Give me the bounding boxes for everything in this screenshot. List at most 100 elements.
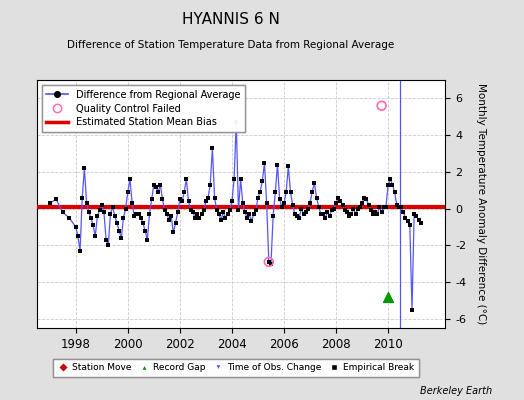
Point xyxy=(97,202,106,208)
Point xyxy=(263,200,271,206)
Point xyxy=(341,207,349,214)
Point xyxy=(243,214,252,221)
Point xyxy=(384,182,392,188)
Point xyxy=(410,211,418,217)
Point xyxy=(104,242,113,248)
Point xyxy=(330,205,338,212)
Point xyxy=(278,204,286,210)
Point xyxy=(271,189,279,195)
Point xyxy=(132,211,140,217)
Point xyxy=(375,204,384,210)
Point xyxy=(232,119,241,126)
Point xyxy=(147,196,156,203)
Point xyxy=(169,229,178,236)
Point xyxy=(382,204,390,210)
Point xyxy=(358,200,366,206)
Point xyxy=(369,211,377,217)
Point xyxy=(117,235,125,241)
Point xyxy=(286,189,294,195)
Point xyxy=(108,204,117,210)
Point xyxy=(245,211,254,217)
Point xyxy=(323,209,332,216)
Point xyxy=(260,160,269,166)
Point xyxy=(167,213,176,219)
Point xyxy=(282,189,290,195)
Y-axis label: Monthly Temperature Anomaly Difference (°C): Monthly Temperature Anomaly Difference (… xyxy=(476,83,486,325)
Point xyxy=(412,213,421,219)
Point xyxy=(223,211,232,217)
Point xyxy=(100,209,108,216)
Point xyxy=(193,211,201,217)
Point xyxy=(82,200,91,206)
Point xyxy=(225,207,234,214)
Point xyxy=(76,248,84,254)
Point xyxy=(228,198,236,204)
Point xyxy=(176,196,184,203)
Point xyxy=(395,204,403,210)
Point xyxy=(267,260,275,267)
Point xyxy=(215,211,223,217)
Point xyxy=(360,194,368,201)
Point xyxy=(293,213,301,219)
Point xyxy=(78,194,86,201)
Point xyxy=(316,211,325,217)
Point xyxy=(141,228,149,234)
Point xyxy=(334,194,342,201)
Point xyxy=(219,209,227,216)
Point xyxy=(406,222,414,228)
Point xyxy=(319,211,327,217)
Point xyxy=(299,211,308,217)
Point xyxy=(139,220,147,226)
Text: Difference of Station Temperature Data from Regional Average: Difference of Station Temperature Data f… xyxy=(67,40,394,50)
Point xyxy=(184,198,193,204)
Point xyxy=(113,220,121,226)
Point xyxy=(210,194,219,201)
Point xyxy=(265,259,273,265)
Point xyxy=(356,204,364,210)
Point xyxy=(171,220,180,226)
Point xyxy=(328,207,336,214)
Point xyxy=(306,200,314,206)
Point xyxy=(65,214,73,221)
Point xyxy=(347,211,355,217)
Point xyxy=(204,194,212,201)
Point xyxy=(119,214,128,221)
Point xyxy=(414,216,423,223)
Point xyxy=(52,196,60,203)
Point xyxy=(386,176,395,182)
Point xyxy=(158,196,167,203)
Point xyxy=(137,214,145,221)
Point xyxy=(304,205,312,212)
Point xyxy=(124,189,132,195)
Point xyxy=(84,209,93,216)
Point xyxy=(213,207,221,214)
Point xyxy=(349,205,357,212)
Point xyxy=(274,161,282,168)
Point xyxy=(135,211,143,217)
Point xyxy=(390,189,399,195)
Point xyxy=(200,207,208,214)
Point xyxy=(377,102,386,109)
Point xyxy=(254,194,262,201)
Point xyxy=(93,213,102,219)
Point xyxy=(377,209,386,216)
Point xyxy=(128,200,136,206)
Point xyxy=(126,176,134,182)
Point xyxy=(74,233,82,239)
Point xyxy=(130,213,138,219)
Point xyxy=(59,209,67,216)
Point xyxy=(312,194,321,201)
Point xyxy=(202,198,210,204)
Point xyxy=(198,211,206,217)
Point xyxy=(284,163,292,170)
Point xyxy=(345,213,353,219)
Point xyxy=(388,182,397,188)
Point xyxy=(102,237,111,243)
Point xyxy=(91,233,100,239)
Point xyxy=(230,176,238,182)
Point xyxy=(160,207,169,214)
Point xyxy=(150,182,158,188)
Point xyxy=(408,306,416,313)
Legend: Difference from Regional Average, Quality Control Failed, Estimated Station Mean: Difference from Regional Average, Qualit… xyxy=(41,85,245,132)
Text: Berkeley Earth: Berkeley Earth xyxy=(420,386,493,396)
